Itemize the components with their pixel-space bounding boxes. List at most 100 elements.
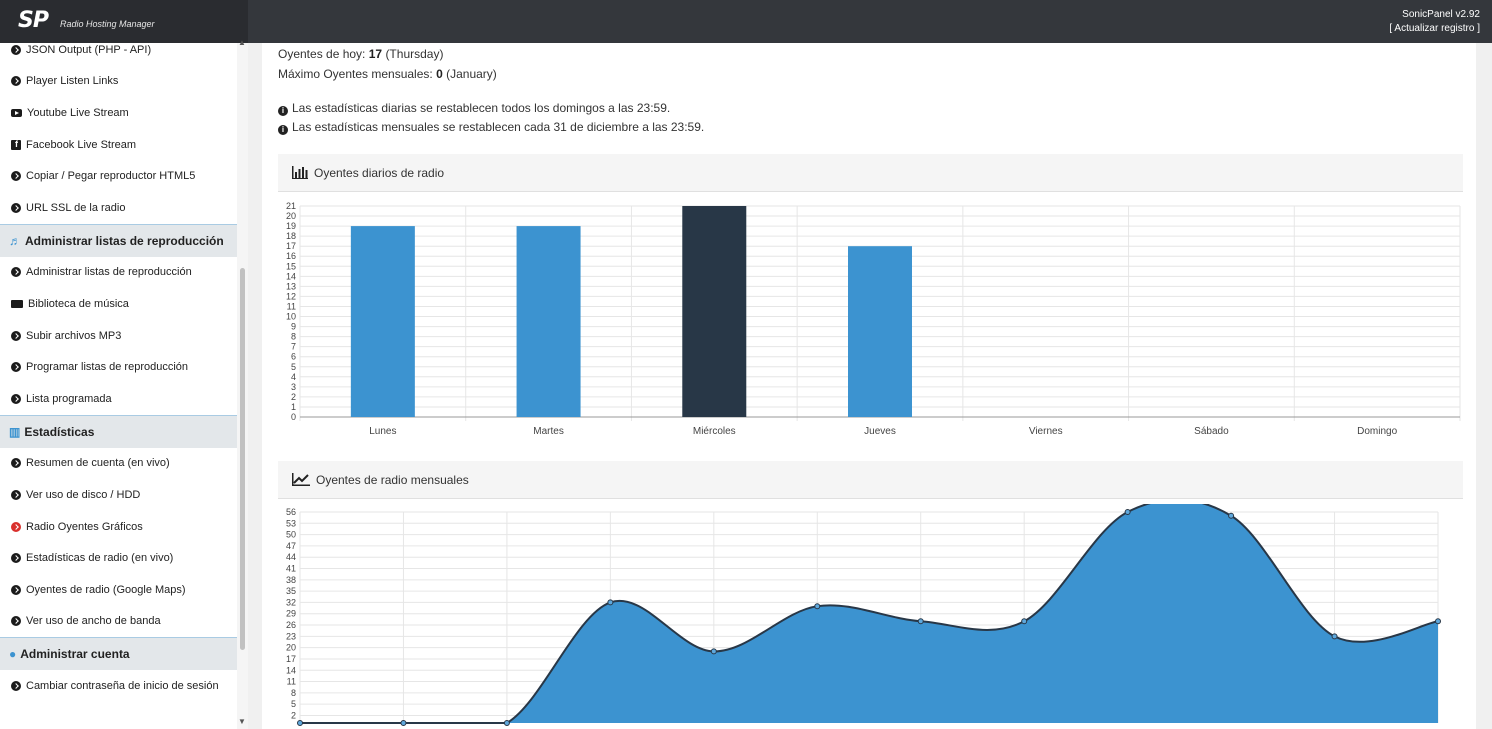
- y-tick-label: 44: [286, 552, 296, 562]
- monthly-chart-header: Oyentes de radio mensuales: [278, 461, 1463, 499]
- today-value: 17: [368, 47, 383, 61]
- sidebar-item-label: URL SSL de la radio: [26, 201, 126, 214]
- scroll-down-icon[interactable]: ▼: [238, 717, 246, 726]
- x-tick-label: Miércoles: [693, 426, 736, 437]
- sidebar-group-playlists: Administrar listas de reproducción Biblio…: [0, 257, 237, 415]
- y-tick-label: 11: [287, 301, 296, 311]
- info-icon: i: [278, 106, 288, 116]
- sidebar-item[interactable]: JSON Output (PHP - API): [0, 43, 237, 66]
- circle-arrow-icon: [11, 489, 21, 500]
- sidebar-section-account[interactable]: ● Administrar cuenta: [0, 637, 237, 671]
- x-tick-label: Martes: [533, 426, 564, 437]
- sidebar-item-label: Player Listen Links: [26, 75, 119, 88]
- x-tick-label: Jueves: [864, 426, 896, 437]
- sidebar-item[interactable]: Youtube Live Stream: [0, 97, 237, 129]
- today-label: Oyentes de hoy:: [278, 47, 366, 61]
- sidebar-item[interactable]: Programar listas de reproducción: [0, 351, 237, 383]
- sidebar-item-label: Subir archivos MP3: [26, 329, 122, 342]
- max-month: (January): [446, 67, 497, 81]
- sidebar-item[interactable]: Player Listen Links: [0, 66, 237, 98]
- y-tick-label: 9: [291, 322, 296, 332]
- note-text: Las estadísticas diarias se restablecen …: [292, 101, 671, 115]
- sidebar-group-account: Cambiar contraseña de inicio de sesión: [0, 670, 237, 702]
- area-fill: [300, 504, 1438, 723]
- data-point: [607, 599, 614, 606]
- sidebar-section-playlists[interactable]: ♬ Administrar listas de reproducción: [0, 223, 237, 257]
- music-note-icon: ♬: [9, 233, 21, 248]
- sidebar-group-top: JSON Output (PHP - API) Player Listen Lin…: [0, 43, 237, 224]
- top-bar: SP Radio Hosting Manager SonicPanel v2.9…: [0, 0, 1492, 43]
- y-tick-label: 17: [286, 241, 296, 251]
- scroll-up-icon[interactable]: ▲: [238, 38, 246, 47]
- refresh-link[interactable]: [ Actualizar registro ]: [1389, 23, 1480, 34]
- y-tick-label: 11: [287, 677, 296, 687]
- y-tick-label: 21: [286, 201, 296, 211]
- sidebar-item[interactable]: Ver uso de disco / HDD: [0, 479, 237, 511]
- sidebar-item[interactable]: Subir archivos MP3: [0, 320, 237, 352]
- circle-arrow-icon: [11, 553, 21, 564]
- sidebar-section-stats[interactable]: ▥ Estadísticas: [0, 414, 237, 448]
- sidebar-item[interactable]: Resumen de cuenta (en vivo): [0, 448, 237, 480]
- sidebar-item[interactable]: Biblioteca de música: [0, 288, 237, 320]
- sidebar-item-label: Ver uso de ancho de banda: [26, 615, 161, 628]
- sidebar-section-label: Administrar listas de reproducción: [25, 233, 224, 248]
- circle-arrow-icon: [11, 330, 21, 341]
- data-point: [1331, 633, 1338, 640]
- version-label: SonicPanel v2.92: [1402, 9, 1480, 20]
- sidebar-item[interactable]: Estadísticas de radio (en vivo): [0, 542, 237, 574]
- data-point: [1124, 509, 1131, 515]
- sidebar-item[interactable]: URL SSL de la radio: [0, 192, 237, 224]
- y-tick-label: 20: [286, 211, 296, 221]
- sidebar-item[interactable]: Oyentes de radio (Google Maps): [0, 574, 237, 606]
- sidebar-item[interactable]: Ver uso de ancho de banda: [0, 606, 237, 638]
- circle-arrow-icon: [11, 458, 21, 469]
- y-tick-label: 8: [291, 332, 296, 342]
- y-tick-label: 19: [286, 221, 296, 231]
- circle-arrow-icon: [11, 680, 21, 691]
- circle-arrow-icon: [11, 44, 21, 55]
- circle-arrow-icon: [11, 202, 21, 213]
- y-tick-label: 14: [286, 271, 296, 281]
- data-point: [1435, 618, 1441, 625]
- circle-arrow-icon: [11, 362, 21, 373]
- circle-arrow-red-icon: [11, 521, 21, 532]
- sidebar-item[interactable]: Lista programada: [0, 383, 237, 415]
- y-tick-label: 29: [286, 609, 296, 619]
- y-tick-label: 35: [286, 586, 296, 596]
- facebook-icon: [11, 139, 21, 150]
- y-tick-label: 56: [286, 507, 296, 517]
- sidebar-item-label: Administrar listas de reproducción: [26, 266, 192, 279]
- bar: [516, 226, 581, 417]
- sidebar-item-label: Copiar / Pegar reproductor HTML5: [26, 170, 196, 183]
- circle-arrow-icon: [11, 616, 21, 627]
- note-daily-reset: i Las estadísticas diarias se restablecen…: [278, 101, 670, 116]
- youtube-icon: [11, 108, 22, 117]
- circle-arrow-icon: [11, 171, 21, 182]
- sidebar-item-label: Resumen de cuenta (en vivo): [26, 457, 170, 470]
- x-tick-label: Domingo: [1357, 426, 1397, 437]
- folder-icon: [11, 299, 23, 308]
- main-content: Oyentes de hoy: 17 (Thursday) Máximo Oye…: [262, 43, 1476, 729]
- sidebar-scroll-thumb[interactable]: [240, 268, 245, 650]
- today-listeners: Oyentes de hoy: 17 (Thursday): [278, 47, 443, 61]
- sidebar-section-label: Estadísticas: [24, 424, 95, 439]
- y-tick-label: 5: [291, 699, 296, 709]
- y-tick-label: 20: [286, 643, 296, 653]
- sidebar-item[interactable]: Copiar / Pegar reproductor HTML5: [0, 160, 237, 192]
- y-tick-label: 50: [286, 530, 296, 540]
- bar: [682, 206, 747, 417]
- sidebar-item[interactable]: Facebook Live Stream: [0, 129, 237, 161]
- user-circle-icon: ●: [9, 647, 17, 662]
- data-point: [1021, 618, 1028, 625]
- sidebar-item[interactable]: Radio Oyentes Gráficos: [0, 511, 237, 543]
- sidebar-item[interactable]: Cambiar contraseña de inicio de sesión: [0, 670, 237, 702]
- logo-subtitle: Radio Hosting Manager: [60, 19, 155, 29]
- y-tick-label: 14: [286, 665, 296, 675]
- logo[interactable]: SP Radio Hosting Manager: [0, 0, 248, 43]
- sidebar-item[interactable]: Administrar listas de reproducción: [0, 257, 237, 289]
- y-tick-label: 0: [291, 412, 296, 422]
- sidebar-item-label: Cambiar contraseña de inicio de sesión: [26, 679, 219, 692]
- y-tick-label: 7: [291, 342, 296, 352]
